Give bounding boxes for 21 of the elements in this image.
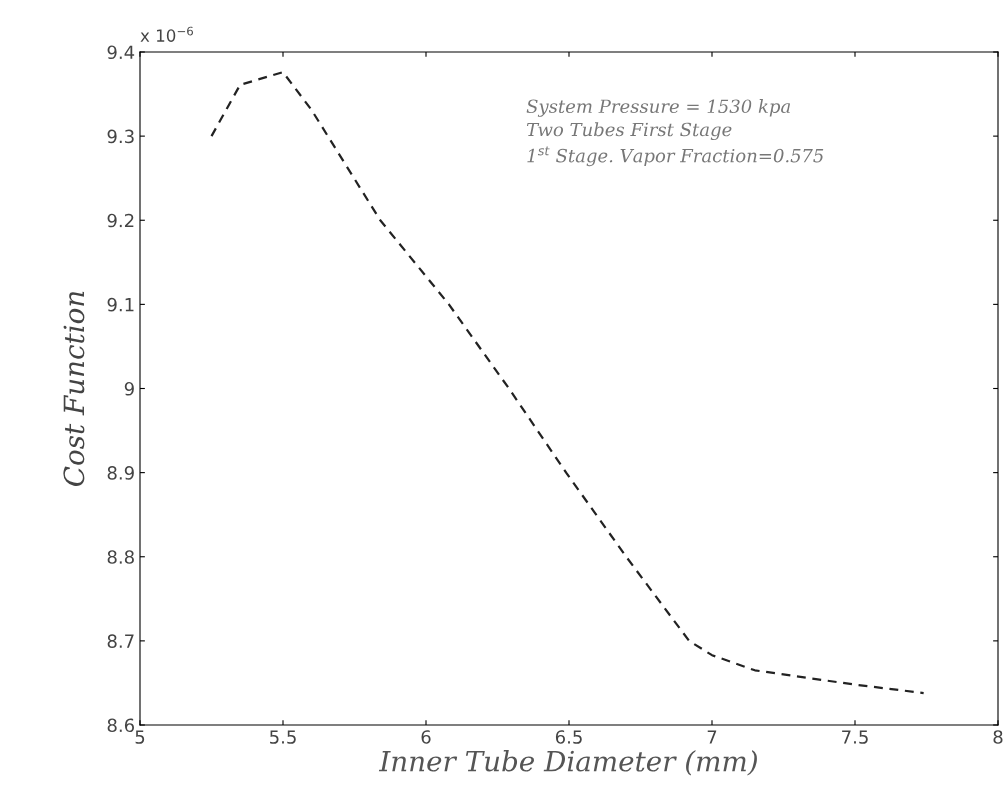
annotation: System Pressure = 1530 kpa Two Tubes First Stage 1$^{st}$ Stage. Vapor Fraction=0.575 bbox=[526, 99, 824, 167]
line-series bbox=[210, 71, 925, 695]
y-tick-label: 9.1 bbox=[107, 297, 134, 312]
text: x 10$^{−6}$ bbox=[140, 26, 193, 42]
y-tick-label: 9 bbox=[124, 381, 134, 396]
x-tick-label: 6 bbox=[421, 730, 431, 744]
y-axis-title: Cost Function bbox=[63, 291, 85, 486]
y-tick-label: 9.2 bbox=[107, 213, 134, 228]
y-tick-label: 9.4 bbox=[107, 45, 135, 60]
y-tick-label: 8.8 bbox=[107, 550, 134, 564]
x-tick-label: 7 bbox=[707, 730, 717, 744]
x-axis-title: Inner Tube Diameter (mm) bbox=[378, 750, 757, 776]
y-tick-label: 8.6 bbox=[107, 718, 134, 733]
y-tick-label: 9.3 bbox=[107, 129, 134, 144]
y-tick-label: 8.7 bbox=[107, 634, 134, 648]
x-tick-label: 5 bbox=[135, 730, 145, 744]
x-tick-label: 8 bbox=[993, 730, 1003, 744]
y-tick-label: 8.9 bbox=[107, 466, 134, 480]
x-tick-label: 6.5 bbox=[555, 730, 582, 744]
x-tick-label: 5.5 bbox=[270, 730, 296, 744]
x-tick-label: 7.5 bbox=[842, 730, 868, 744]
